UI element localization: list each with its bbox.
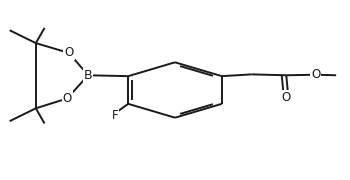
Text: O: O — [311, 68, 321, 81]
Text: F: F — [112, 109, 118, 122]
Text: B: B — [84, 69, 92, 82]
Text: O: O — [64, 46, 74, 59]
Text: O: O — [281, 91, 290, 104]
Text: O: O — [63, 92, 72, 105]
